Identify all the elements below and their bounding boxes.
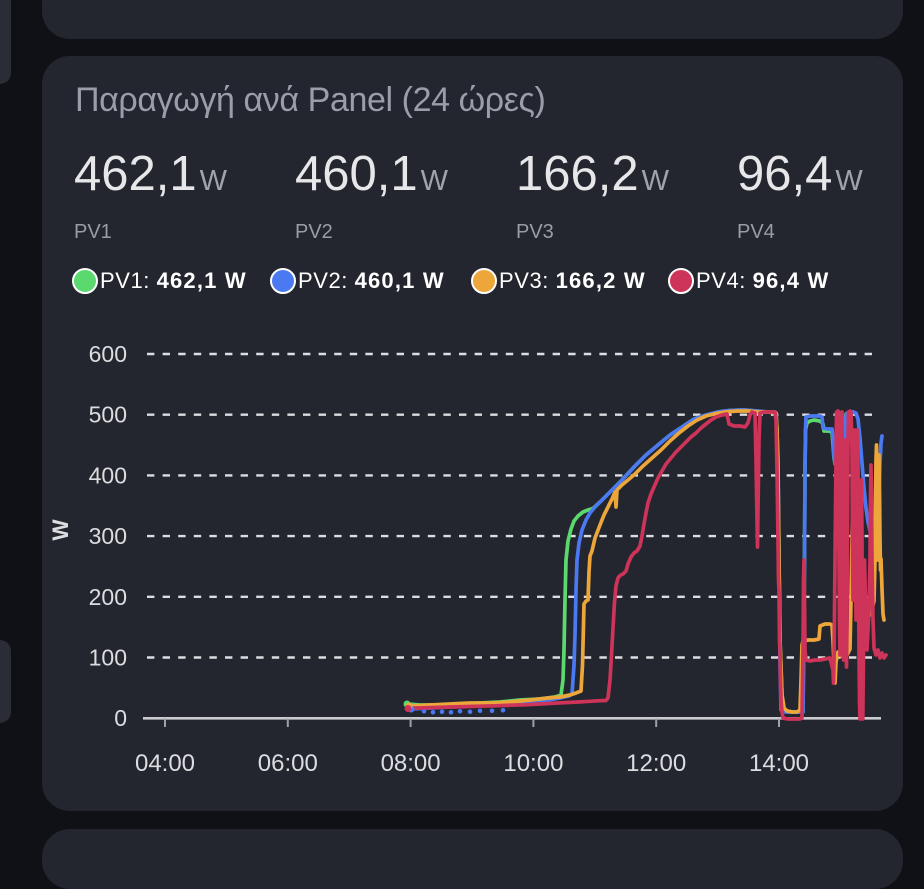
svg-text:W: W bbox=[48, 519, 73, 541]
svg-text:08:00: 08:00 bbox=[381, 750, 441, 777]
svg-text:300: 300 bbox=[89, 523, 127, 549]
svg-text:12:00: 12:00 bbox=[626, 750, 686, 777]
svg-text:0: 0 bbox=[114, 705, 127, 731]
svg-text:04:00: 04:00 bbox=[135, 750, 195, 777]
svg-text:14:00: 14:00 bbox=[749, 750, 809, 777]
svg-text:100: 100 bbox=[89, 645, 127, 671]
svg-text:600: 600 bbox=[89, 341, 127, 367]
svg-text:500: 500 bbox=[89, 402, 127, 428]
svg-text:06:00: 06:00 bbox=[258, 750, 318, 777]
svg-text:200: 200 bbox=[89, 584, 127, 610]
svg-text:10:00: 10:00 bbox=[503, 750, 563, 777]
svg-text:400: 400 bbox=[89, 462, 127, 488]
